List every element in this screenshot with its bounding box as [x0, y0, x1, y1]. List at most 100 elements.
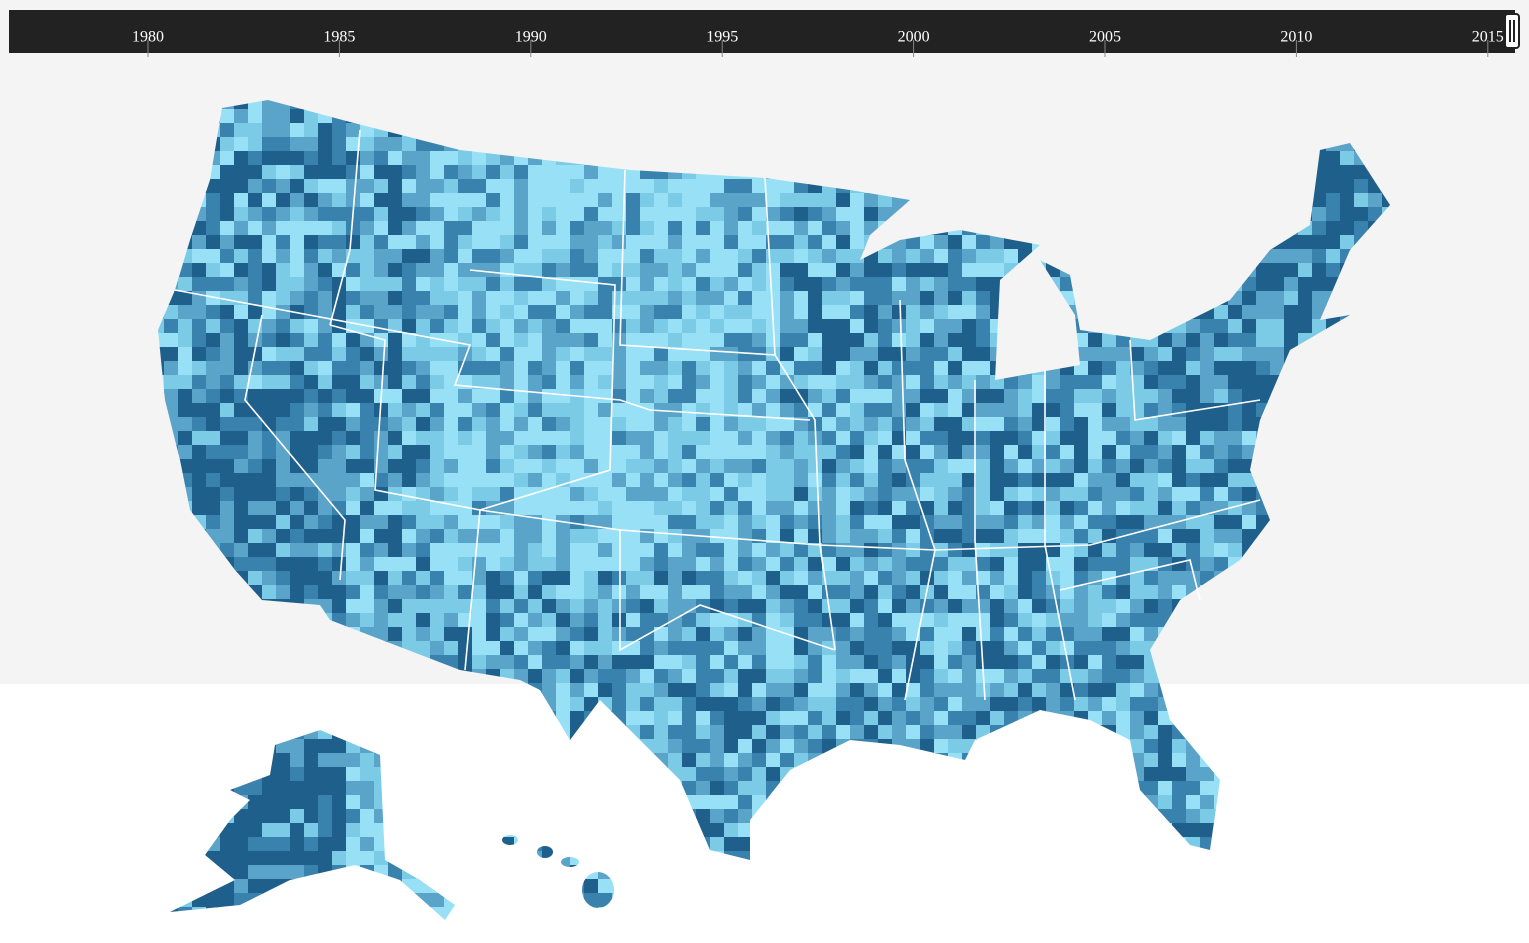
county: [192, 781, 207, 796]
county: [542, 571, 557, 586]
county: [486, 837, 501, 852]
county: [990, 739, 1005, 754]
county: [682, 571, 697, 586]
county: [794, 459, 809, 474]
county: [514, 263, 529, 278]
county: [1088, 487, 1103, 502]
county: [158, 837, 165, 852]
county: [262, 515, 277, 530]
county: [794, 781, 809, 796]
county: [430, 599, 445, 614]
county: [976, 361, 991, 376]
county: [1116, 347, 1131, 362]
county: [724, 557, 739, 572]
county: [990, 669, 1005, 684]
county: [1158, 529, 1173, 544]
county: [1326, 823, 1341, 838]
county: [696, 851, 711, 866]
county: [318, 865, 333, 880]
county: [668, 641, 683, 656]
county: [158, 753, 165, 768]
county: [794, 529, 809, 544]
county: [542, 319, 557, 334]
county: [864, 193, 879, 208]
county: [234, 319, 249, 334]
county: [598, 725, 613, 740]
county: [304, 207, 319, 222]
county: [290, 767, 305, 782]
county: [1130, 543, 1145, 558]
county: [1228, 375, 1243, 390]
county: [1172, 403, 1187, 418]
county: [780, 445, 795, 460]
county: [934, 655, 949, 670]
county: [654, 291, 669, 306]
county: [1004, 809, 1019, 824]
county: [1018, 711, 1033, 726]
county: [318, 263, 333, 278]
county: [766, 529, 781, 544]
county: [1214, 375, 1229, 390]
county: [346, 725, 361, 740]
county: [640, 697, 655, 712]
county: [990, 585, 1005, 600]
county: [1228, 305, 1243, 320]
county: [990, 431, 1005, 446]
county: [850, 655, 865, 670]
county: [836, 473, 851, 488]
county: [500, 865, 515, 880]
county: [1088, 669, 1103, 684]
county: [1018, 823, 1033, 838]
county: [500, 613, 515, 628]
county: [1354, 809, 1369, 824]
county: [248, 305, 263, 320]
county: [724, 781, 739, 796]
county: [836, 851, 851, 866]
county: [402, 851, 417, 866]
county: [808, 767, 823, 782]
county: [1130, 655, 1145, 670]
county: [472, 417, 487, 432]
county: [640, 277, 655, 292]
county: [234, 123, 249, 138]
county: [780, 221, 795, 236]
county: [248, 725, 263, 740]
county: [1326, 221, 1341, 236]
county: [220, 151, 235, 166]
county: [528, 165, 543, 180]
county: [248, 515, 263, 530]
county: [696, 235, 711, 250]
county: [1046, 473, 1061, 488]
county: [1354, 837, 1369, 852]
county: [780, 795, 795, 810]
county: [1186, 781, 1201, 796]
county: [542, 389, 557, 404]
county: [822, 767, 837, 782]
county: [780, 529, 795, 544]
county: [752, 445, 767, 460]
county: [1144, 375, 1159, 390]
county: [612, 725, 627, 740]
county: [1004, 767, 1019, 782]
county: [864, 781, 879, 796]
county: [962, 823, 977, 838]
county: [402, 865, 417, 880]
county: [444, 795, 459, 810]
county: [416, 319, 431, 334]
county: [444, 221, 459, 236]
county: [1214, 753, 1229, 768]
county: [556, 501, 571, 516]
county: [318, 179, 333, 194]
county: [710, 375, 725, 390]
county: [1368, 753, 1383, 768]
county: [598, 543, 613, 558]
county: [808, 389, 823, 404]
county: [556, 333, 571, 348]
county: [794, 305, 809, 320]
county: [612, 739, 627, 754]
county: [318, 221, 333, 236]
county: [374, 529, 389, 544]
county: [626, 347, 641, 362]
county: [570, 375, 585, 390]
county: [262, 697, 277, 712]
